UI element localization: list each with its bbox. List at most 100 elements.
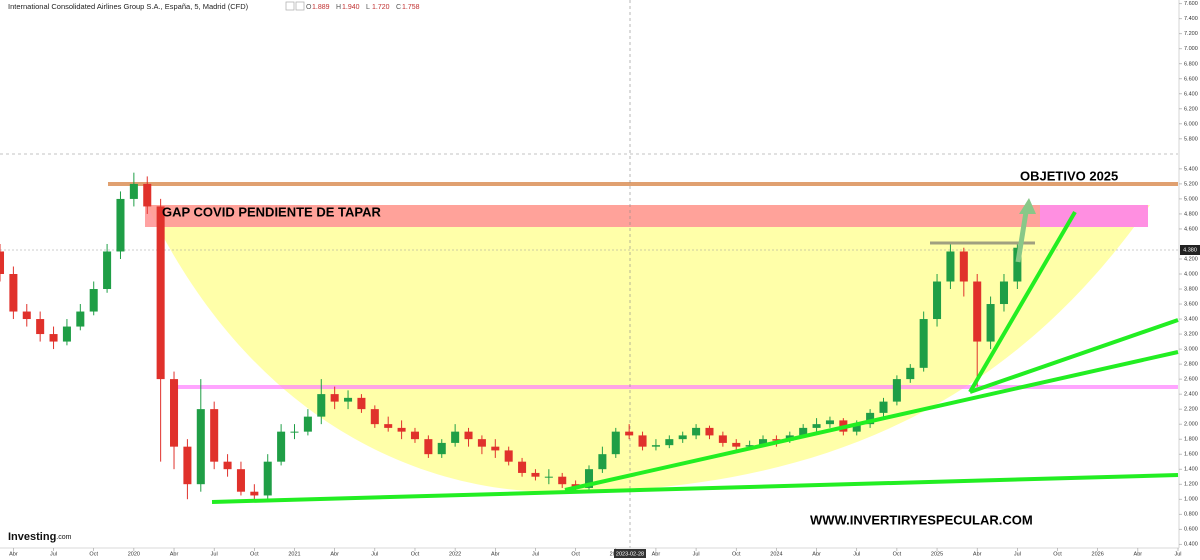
target-arrow-head xyxy=(1019,198,1036,214)
y-tick-label: 2.800 xyxy=(1184,362,1198,368)
candle-body xyxy=(879,401,888,413)
candle-body xyxy=(692,427,701,436)
y-tick-label: 2.200 xyxy=(1184,407,1198,413)
candle-body xyxy=(491,446,500,451)
x-tick-label: Jul xyxy=(371,551,378,557)
brand-name: Investing xyxy=(8,531,56,543)
candle-body xyxy=(933,281,942,320)
trend-line xyxy=(564,350,1179,492)
candle-body xyxy=(718,435,727,443)
y-tick-label: 5.800 xyxy=(1184,136,1198,142)
header-icon[interactable] xyxy=(285,1,295,11)
candle-body xyxy=(156,206,165,380)
ohlc-key: C xyxy=(396,4,401,11)
candles xyxy=(0,172,1022,501)
candle-body xyxy=(892,379,901,402)
candle-body xyxy=(1013,247,1022,282)
x-tick-label: Oct xyxy=(893,551,902,557)
x-tick-label: Oct xyxy=(1053,551,1062,557)
y-tick-label: 1.600 xyxy=(1184,452,1198,458)
x-tick-label: Abr xyxy=(1134,551,1143,557)
x-tick-label: 2020 xyxy=(128,551,140,557)
y-tick-label: 5.400 xyxy=(1184,166,1198,172)
y-tick-label: 1.000 xyxy=(1184,497,1198,503)
x-tick-label: Jul xyxy=(693,551,700,557)
candle-body xyxy=(116,198,125,252)
candle-body xyxy=(196,409,205,485)
candle-body xyxy=(290,431,299,433)
x-tick-label: Oct xyxy=(411,551,420,557)
candle-body xyxy=(303,416,312,432)
candle-body xyxy=(558,476,567,485)
x-tick-label: Jul xyxy=(1014,551,1021,557)
candle-body xyxy=(36,319,45,335)
candle-body xyxy=(170,379,179,447)
x-tick-label: Oct xyxy=(571,551,580,557)
y-tick-label: 2.000 xyxy=(1184,422,1198,428)
trend-line xyxy=(968,210,1077,394)
x-tick-label: Jul xyxy=(853,551,860,557)
x-tick-label: Abr xyxy=(170,551,179,557)
trend-line xyxy=(211,473,1179,504)
candle-body xyxy=(397,427,406,432)
candle-body xyxy=(437,442,446,455)
candle-body xyxy=(277,431,286,462)
trend-line xyxy=(969,318,1179,394)
candle-body xyxy=(919,319,928,368)
y-tick-label: 4.600 xyxy=(1184,226,1198,232)
candle-body xyxy=(611,431,620,455)
candle-body xyxy=(906,367,915,380)
candle-body xyxy=(0,251,5,274)
gap-zone-end xyxy=(1040,205,1148,227)
candle-body xyxy=(330,394,339,402)
ohlc-key: L xyxy=(366,4,370,11)
cup-shape xyxy=(147,205,1150,493)
crosshair-date: 2023-02-28 xyxy=(616,551,644,557)
x-tick-label: Oct xyxy=(250,551,259,557)
candle-body xyxy=(651,445,660,447)
y-tick-label: 7.200 xyxy=(1184,31,1198,37)
candle-body xyxy=(598,454,607,470)
ohlc-value: 1.758 xyxy=(402,4,420,11)
y-tick-label: 6.000 xyxy=(1184,121,1198,127)
x-tick-label: Abr xyxy=(652,551,661,557)
candle-body xyxy=(62,326,71,342)
candle-body xyxy=(825,420,834,425)
y-tick-label: 4.200 xyxy=(1184,256,1198,262)
ohlc-value: 1.940 xyxy=(342,4,360,11)
candle-body xyxy=(263,461,272,496)
candle-body xyxy=(759,439,768,446)
candle-body xyxy=(638,435,647,447)
candle-body xyxy=(236,469,245,492)
candle-body xyxy=(852,424,861,432)
candle-body xyxy=(410,431,419,440)
candle-body xyxy=(129,183,138,199)
candle-body xyxy=(665,439,674,446)
candle-body xyxy=(9,274,18,312)
candle-body xyxy=(625,431,634,436)
y-tick-label: 3.800 xyxy=(1184,286,1198,292)
candle-body xyxy=(705,427,714,436)
y-tick-label: 4.800 xyxy=(1184,211,1198,217)
candle-body xyxy=(317,394,326,417)
y-tick-label: 6.400 xyxy=(1184,91,1198,97)
annotation-layer xyxy=(0,0,1178,548)
y-tick-label: 7.400 xyxy=(1184,16,1198,22)
header-icon[interactable] xyxy=(295,1,305,11)
x-tick-label: 2024 xyxy=(770,551,782,557)
brand: Investing.com xyxy=(8,531,72,543)
candle-body xyxy=(866,412,875,425)
candle-body xyxy=(959,251,968,282)
candle-body xyxy=(518,461,527,473)
x-tick-label: Abr xyxy=(9,551,18,557)
brand-suffix: .com xyxy=(56,534,71,541)
candle-body xyxy=(250,491,259,496)
candle-body xyxy=(464,431,473,440)
y-tick-label: 3.200 xyxy=(1184,332,1198,338)
candle-body xyxy=(772,439,781,441)
gap-zone xyxy=(145,205,1148,227)
candle-body xyxy=(544,476,553,478)
y-tick-label: 6.800 xyxy=(1184,61,1198,67)
y-tick-label: 3.600 xyxy=(1184,301,1198,307)
